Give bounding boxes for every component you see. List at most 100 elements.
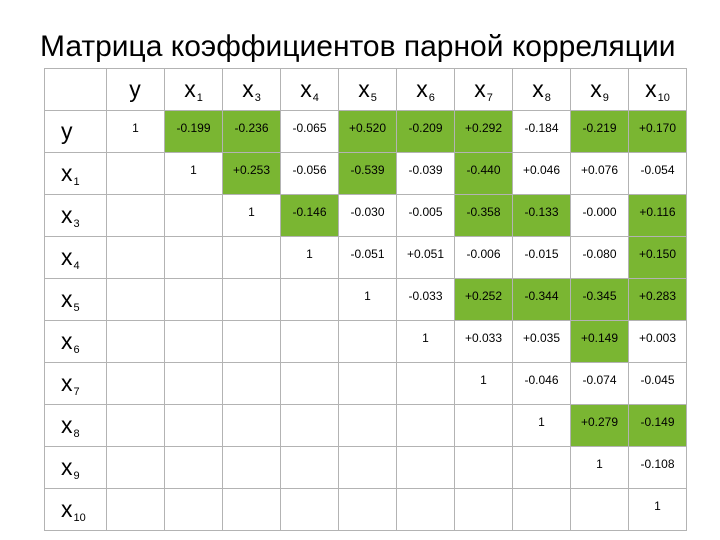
matrix-cell: -0.074	[570, 362, 629, 405]
matrix-cell	[454, 488, 513, 531]
column-header-symbol: x	[474, 75, 486, 102]
matrix-cell	[454, 446, 513, 489]
cell-value: -0.219	[582, 120, 617, 135]
matrix-cell	[222, 488, 281, 531]
column-header: x4	[280, 68, 339, 111]
matrix-cell: 1	[628, 488, 687, 531]
table-row: x6 1 +0.033 +0.035 +0.149 +0.003	[44, 320, 687, 363]
matrix-cell	[512, 488, 571, 531]
column-header: x7	[454, 68, 513, 111]
cell-value: 1	[306, 246, 313, 261]
matrix-cell	[512, 446, 571, 489]
matrix-cell	[106, 194, 165, 237]
matrix-cell-significant: +0.149	[570, 320, 629, 363]
column-header-symbol: x	[645, 75, 657, 102]
matrix-cell	[338, 404, 397, 447]
matrix-body: y x1 x3 x4 x5 x6 x7 x8 x9 x10 y 1 -0.199 -0.236 -0.065…	[44, 68, 687, 531]
row-header-subscript: 1	[73, 175, 80, 188]
matrix-cell: -0.184	[512, 110, 571, 153]
matrix-cell	[396, 488, 455, 531]
column-header: x10	[628, 68, 687, 111]
column-header-symbol: x	[590, 75, 602, 102]
cell-value: 1	[132, 120, 139, 135]
matrix-cell: +0.035	[512, 320, 571, 363]
cell-value: +0.252	[464, 288, 503, 303]
cell-value: 1	[364, 288, 371, 303]
cell-value: -0.030	[350, 204, 385, 219]
matrix-cell: -0.000	[570, 194, 629, 237]
matrix-cell-significant: +0.170	[628, 110, 687, 153]
matrix-cell	[338, 446, 397, 489]
matrix-cell-significant: -0.133	[512, 194, 571, 237]
row-header: x1	[44, 152, 107, 195]
cell-value: -0.440	[466, 162, 501, 177]
matrix-cell: 1	[280, 236, 339, 279]
cell-value: +0.292	[464, 120, 503, 135]
matrix-cell-significant: +0.150	[628, 236, 687, 279]
row-header: x6	[44, 320, 107, 363]
matrix-cell	[338, 320, 397, 363]
cell-value: 1	[596, 456, 603, 471]
matrix-cell	[164, 194, 223, 237]
matrix-cell-significant: +0.116	[628, 194, 687, 237]
matrix-cell	[106, 446, 165, 489]
cell-value: +0.116	[639, 204, 676, 219]
row-header-symbol: x	[61, 411, 73, 438]
matrix-cell	[454, 404, 513, 447]
matrix-cell: +0.033	[454, 320, 513, 363]
matrix-cell-significant: +0.283	[628, 278, 687, 321]
column-header-symbol: x	[532, 75, 544, 102]
table-row: x4 1 -0.051 +0.051 -0.006 -0.015 -0.080 +0.150	[44, 236, 687, 279]
matrix-cell	[106, 488, 165, 531]
cell-value: +0.003	[638, 330, 677, 345]
matrix-cell	[164, 236, 223, 279]
matrix-cell	[338, 488, 397, 531]
cell-value: -0.065	[292, 120, 327, 135]
correlation-matrix: y x1 x3 x4 x5 x6 x7 x8 x9 x10 y 1 -0.199 -0.236 -0.065…	[44, 68, 687, 531]
column-header: x6	[396, 68, 455, 111]
cell-value: -0.054	[640, 162, 675, 177]
matrix-cell	[164, 404, 223, 447]
column-header-symbol: x	[416, 75, 428, 102]
corner-cell	[44, 68, 107, 111]
column-header: x1	[164, 68, 223, 111]
cell-value: +0.253	[232, 162, 271, 177]
column-header: x3	[222, 68, 281, 111]
matrix-cell	[164, 446, 223, 489]
matrix-cell	[164, 362, 223, 405]
matrix-cell: 1	[106, 110, 165, 153]
cell-value: -0.184	[524, 120, 559, 135]
cell-value: -0.005	[408, 204, 443, 219]
row-header: x9	[44, 446, 107, 489]
row-header-symbol: x	[61, 201, 73, 228]
cell-value: 1	[538, 414, 545, 429]
cell-value: -0.000	[582, 204, 617, 219]
column-header-subscript: 6	[428, 91, 435, 104]
table-row: x8 1 +0.279 -0.149	[44, 404, 687, 447]
cell-value: -0.056	[292, 162, 327, 177]
table-row: x9 1 -0.108	[44, 446, 687, 489]
matrix-cell	[106, 404, 165, 447]
matrix-cell: -0.006	[454, 236, 513, 279]
matrix-cell	[280, 404, 339, 447]
column-header-subscript: 10	[657, 91, 670, 104]
matrix-cell-significant: -0.440	[454, 152, 513, 195]
matrix-cell	[280, 446, 339, 489]
row-header-subscript: 4	[73, 259, 80, 272]
column-header-subscript: 4	[312, 91, 319, 104]
matrix-cell	[396, 404, 455, 447]
cell-value: +0.279	[580, 414, 619, 429]
row-header: x4	[44, 236, 107, 279]
matrix-cell: 1	[512, 404, 571, 447]
matrix-cell	[222, 278, 281, 321]
matrix-cell: 1	[338, 278, 397, 321]
matrix-cell-significant: -0.209	[396, 110, 455, 153]
row-header-symbol: x	[61, 159, 73, 186]
cell-value: -0.108	[640, 456, 675, 471]
page-title: Матрица коэффициентов парной корреляции	[40, 30, 676, 63]
matrix-cell: +0.046	[512, 152, 571, 195]
cell-value: -0.074	[582, 372, 617, 387]
matrix-cell	[280, 320, 339, 363]
matrix-cell: 1	[570, 446, 629, 489]
cell-value: -0.358	[466, 204, 501, 219]
